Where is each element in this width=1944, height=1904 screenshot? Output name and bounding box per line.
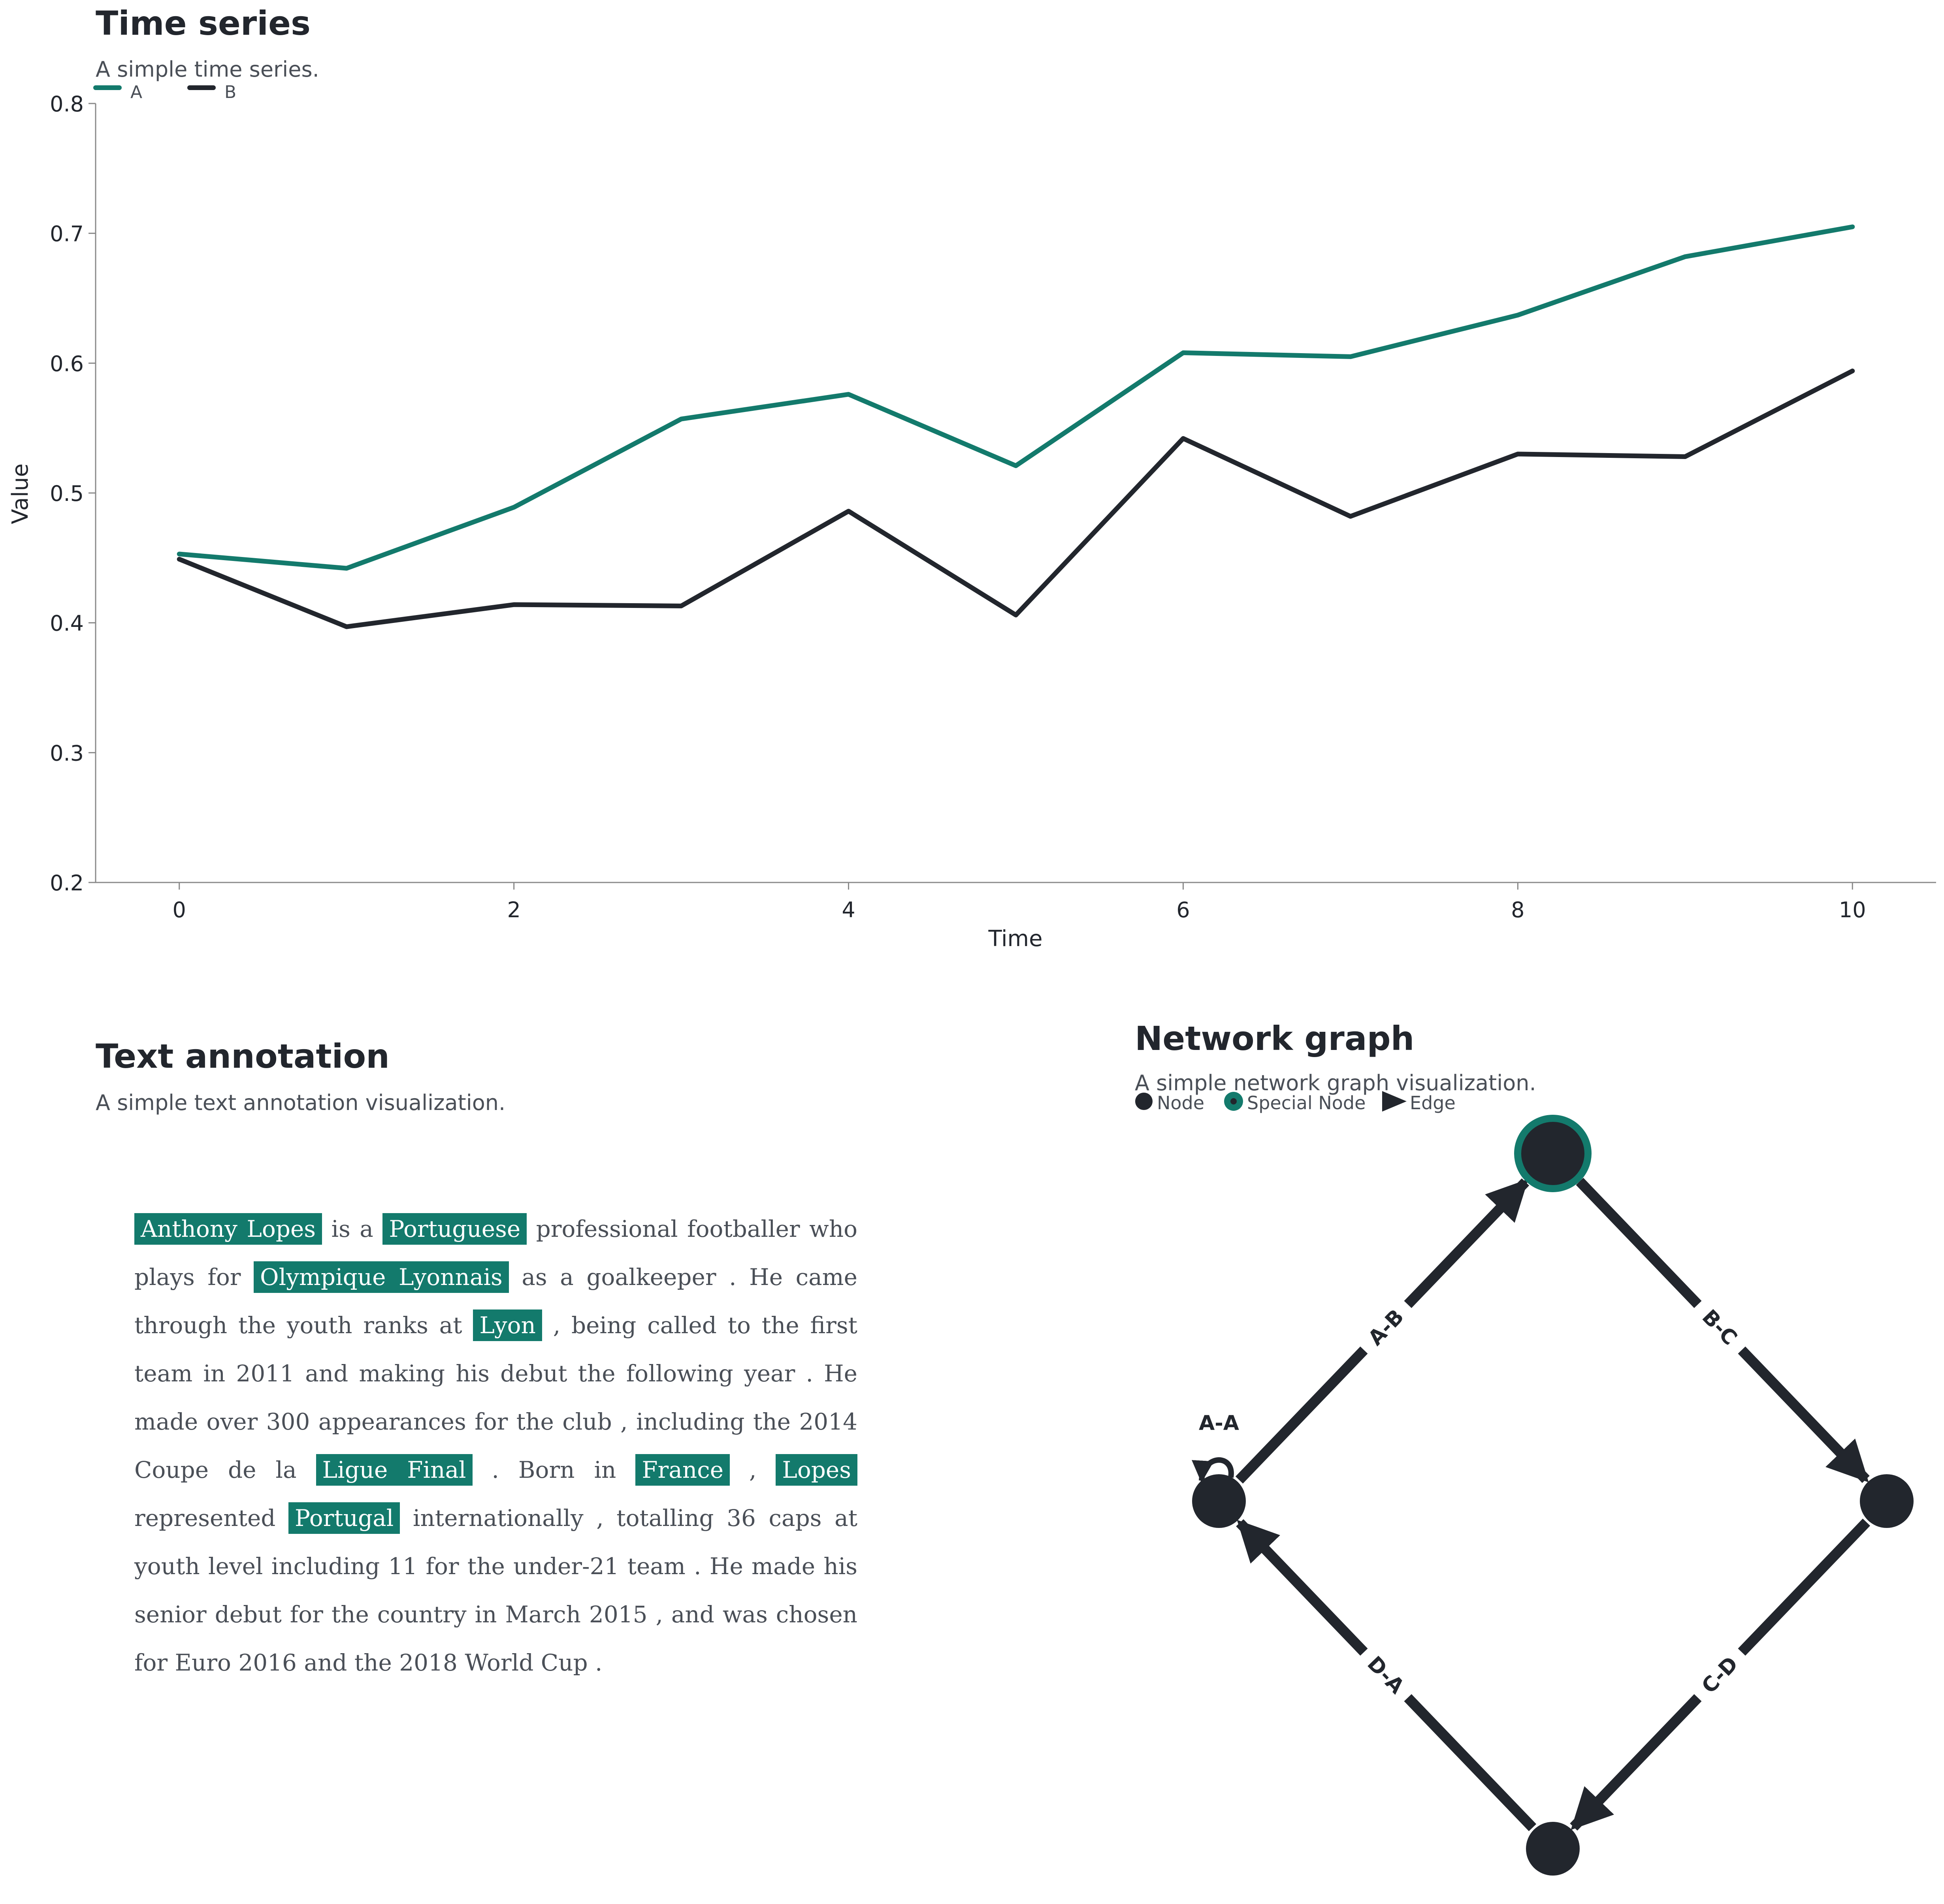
edge-label-bg — [1686, 1293, 1753, 1361]
axes: 0.2 0.3 0.4 0.5 0.6 0.7 0.8 0 2 4 6 8 10 — [50, 92, 1936, 922]
x-tick-label: 6 — [1176, 897, 1190, 922]
text-segment: , being called to the first team in 2011… — [134, 1312, 857, 1483]
time-series-chart: 0.2 0.3 0.4 0.5 0.6 0.7 0.8 0 2 4 6 8 10 A B Time Va… — [8, 82, 1936, 952]
entity-highlight: Portuguese — [382, 1213, 527, 1245]
legend-node-icon — [1135, 1093, 1153, 1110]
text-segment: internationally , totalling 36 caps at y… — [134, 1505, 858, 1676]
network-subtitle: A simple network graph visualization. — [1135, 1071, 1536, 1095]
node — [1860, 1474, 1914, 1528]
nodes — [1192, 1115, 1914, 1876]
entity-highlight: Ligue Final — [316, 1454, 473, 1486]
x-axis-label: Time — [988, 926, 1042, 952]
entity-highlight: Olympique Lyonnais — [254, 1261, 509, 1293]
series-line-b — [177, 369, 1855, 629]
y-tick-label: 0.4 — [50, 611, 84, 636]
entity-highlight: Portugal — [288, 1502, 400, 1534]
y-axis-label: Value — [8, 463, 33, 524]
network-legend: Node Special Node Edge — [1135, 1091, 1456, 1114]
text-segment: professional footballer who plays for — [134, 1215, 858, 1291]
y-tick-label: 0.2 — [50, 871, 84, 896]
x-tick-label: 2 — [507, 897, 520, 922]
x-tick-label: 0 — [173, 897, 186, 922]
time-series-title: Time series — [96, 4, 311, 43]
text-segment: represented — [134, 1505, 289, 1531]
text-segment: is a — [322, 1215, 383, 1242]
text-segment: , — [730, 1456, 776, 1483]
annotated-text: Anthony Lopes is a Portuguese profession… — [134, 1205, 857, 1687]
legend-special-node-label: Special Node — [1247, 1092, 1366, 1114]
text-segment: as a goalkeeper . He came through the yo… — [134, 1264, 857, 1339]
node — [1526, 1822, 1580, 1876]
series-line-a — [177, 224, 1855, 571]
y-tick-label: 0.3 — [50, 741, 84, 766]
entity-highlight: Lyon — [473, 1309, 542, 1341]
y-tick-label: 0.8 — [50, 92, 84, 117]
legend-label-a: A — [130, 82, 142, 102]
legend-edge-label: Edge — [1410, 1092, 1456, 1114]
y-tick-label: 0.6 — [50, 351, 84, 376]
edge-self-loop — [1192, 1457, 1234, 1483]
text-annotation-title: Text annotation — [96, 1037, 390, 1076]
edge-label: A-A — [1199, 1411, 1239, 1435]
legend-label-b: B — [224, 82, 236, 102]
legend-edge-icon — [1382, 1091, 1407, 1112]
text-annotation-subtitle: A simple text annotation visualization. — [96, 1090, 506, 1115]
edge-label-bg — [1686, 1641, 1753, 1709]
y-tick-label: 0.7 — [50, 222, 84, 246]
legend-special-node-core — [1230, 1098, 1237, 1104]
x-tick-label: 4 — [842, 897, 855, 922]
entity-highlight: France — [635, 1454, 730, 1486]
x-tick-label: 8 — [1511, 897, 1524, 922]
text-segment: . Born in — [472, 1456, 636, 1483]
y-tick-label: 0.5 — [50, 481, 84, 506]
node — [1192, 1474, 1246, 1528]
x-tick-label: 10 — [1839, 897, 1866, 922]
time-series-subtitle: A simple time series. — [96, 57, 319, 82]
entity-highlight: Lopes — [776, 1454, 857, 1486]
network-title: Network graph — [1135, 1019, 1415, 1058]
legend: A B — [93, 82, 236, 102]
edges: A-B B-CC-DD-AA-A — [1192, 1178, 1871, 1831]
legend-node-label: Node — [1157, 1092, 1204, 1114]
special-node — [1521, 1122, 1584, 1185]
edge-label-bg — [1353, 1293, 1419, 1361]
edge-label-bg — [1353, 1641, 1419, 1709]
entity-highlight: Anthony Lopes — [134, 1213, 322, 1245]
series-lines — [177, 224, 1855, 629]
